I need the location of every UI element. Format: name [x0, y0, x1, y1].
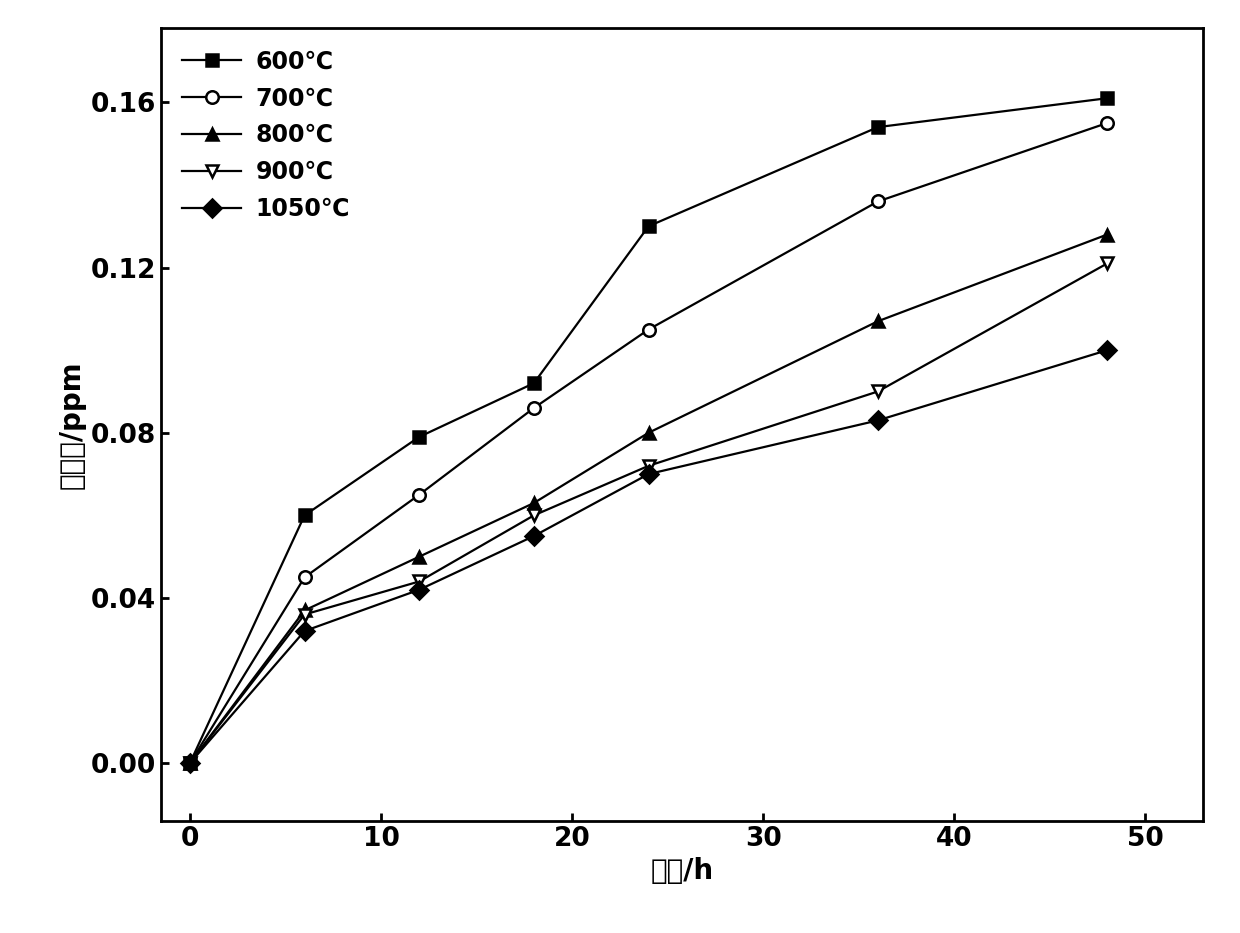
- 900℃: [298, 609, 312, 620]
- 900℃: [412, 576, 427, 587]
- 900℃: [1100, 258, 1115, 269]
- 900℃: [527, 509, 542, 521]
- 1050℃: [1100, 344, 1115, 355]
- 700℃: [298, 572, 312, 583]
- 700℃: [527, 402, 542, 413]
- Line: 1050℃: 1050℃: [184, 344, 1114, 770]
- 600℃: [870, 121, 885, 132]
- 800℃: [870, 315, 885, 327]
- Y-axis label: 含硒量/ppm: 含硒量/ppm: [57, 360, 86, 489]
- 900℃: [870, 386, 885, 397]
- Line: 800℃: 800℃: [184, 229, 1114, 770]
- 600℃: [527, 378, 542, 389]
- 700℃: [641, 324, 656, 335]
- 600℃: [412, 431, 427, 442]
- 900℃: [641, 460, 656, 471]
- 600℃: [641, 221, 656, 232]
- X-axis label: 时间/h: 时间/h: [651, 857, 713, 885]
- 700℃: [1100, 118, 1115, 129]
- 800℃: [182, 758, 197, 769]
- 700℃: [412, 489, 427, 500]
- 1050℃: [870, 415, 885, 426]
- 600℃: [298, 509, 312, 521]
- Line: 900℃: 900℃: [184, 258, 1114, 770]
- 800℃: [298, 605, 312, 616]
- 1050℃: [412, 584, 427, 595]
- 1050℃: [641, 468, 656, 480]
- 900℃: [182, 758, 197, 769]
- 800℃: [412, 551, 427, 563]
- Line: 700℃: 700℃: [184, 117, 1114, 770]
- Line: 600℃: 600℃: [184, 92, 1114, 770]
- 1050℃: [298, 625, 312, 636]
- 800℃: [527, 497, 542, 508]
- 600℃: [1100, 92, 1115, 104]
- 800℃: [1100, 229, 1115, 240]
- 1050℃: [182, 758, 197, 769]
- Legend: 600℃, 700℃, 800℃, 900℃, 1050℃: 600℃, 700℃, 800℃, 900℃, 1050℃: [174, 40, 360, 230]
- 800℃: [641, 427, 656, 439]
- 700℃: [182, 758, 197, 769]
- 700℃: [870, 196, 885, 207]
- 600℃: [182, 758, 197, 769]
- 1050℃: [527, 531, 542, 542]
